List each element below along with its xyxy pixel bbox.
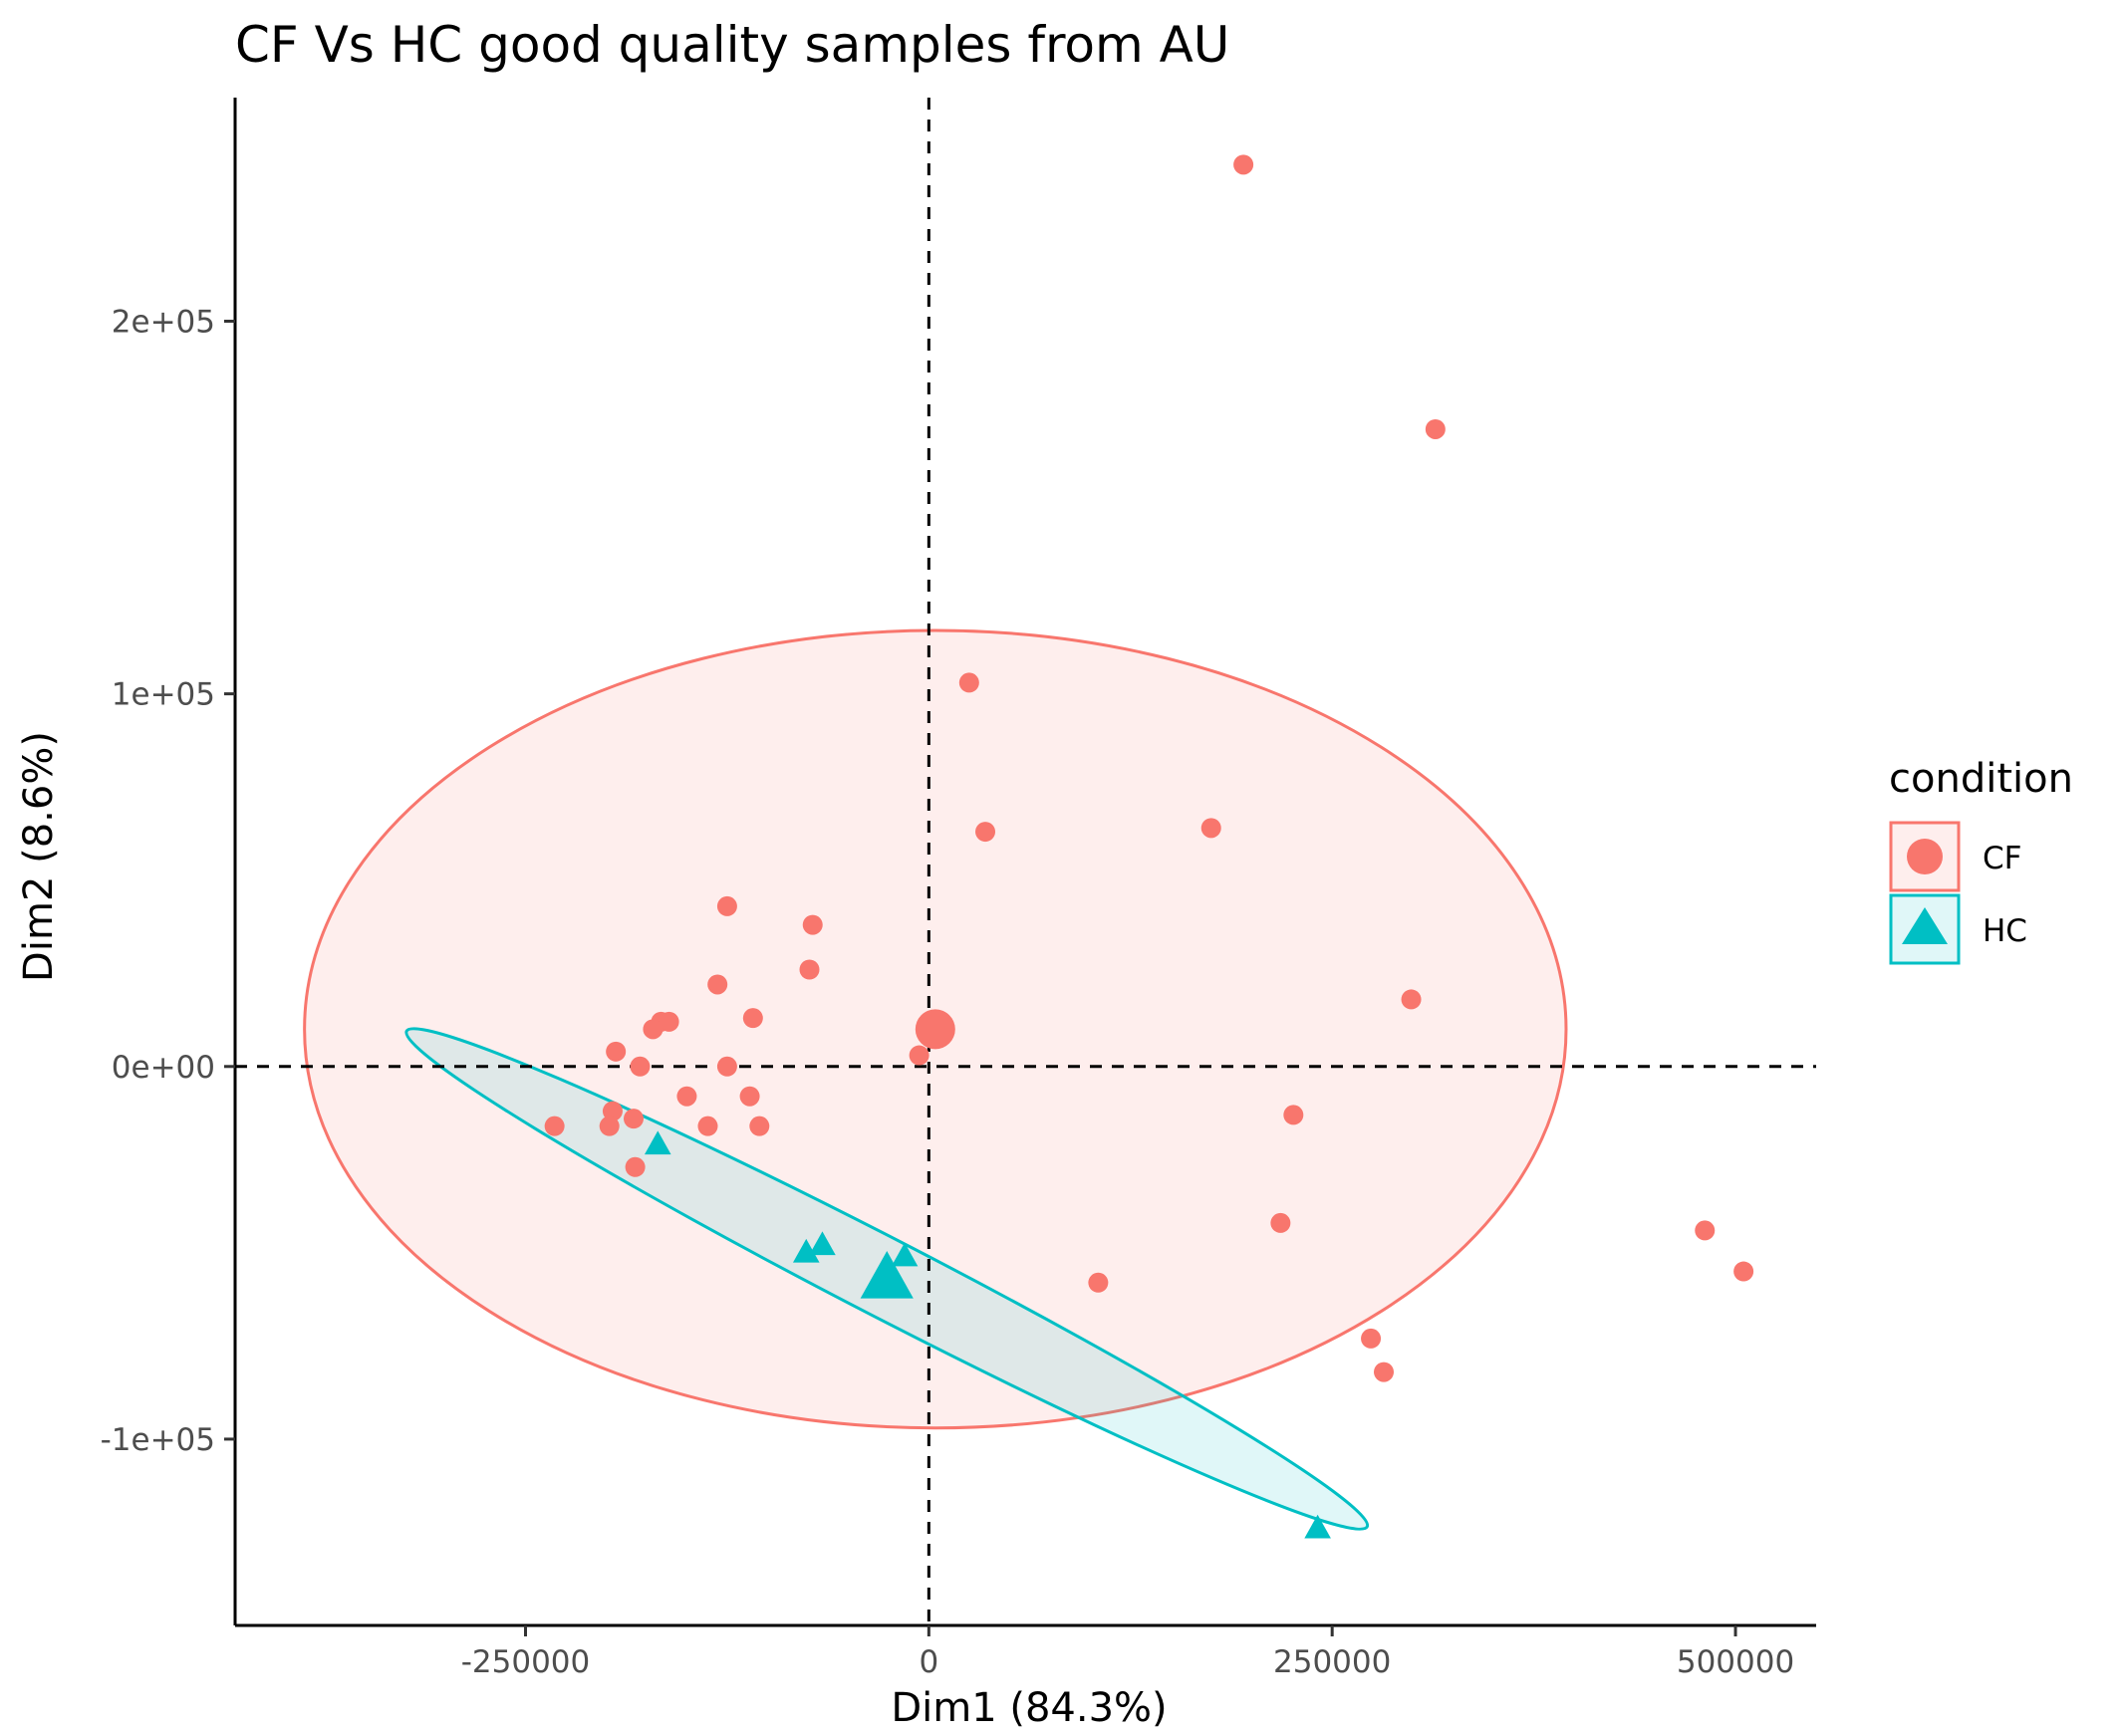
point-cf [716,895,737,916]
point-cf [1425,418,1446,439]
data-points [544,154,1754,1539]
point-cf [799,959,820,980]
point-cf [1270,1212,1291,1233]
x-tick-label: 0 [919,1644,938,1680]
legend-label-hc: HC [1983,913,2027,949]
y-tick-label: 0e+00 [112,1050,215,1086]
point-cf [958,672,979,693]
y-tick-label: 1e+05 [112,677,215,713]
point-cf [802,914,823,935]
point-cf [676,1086,697,1107]
point-hc [809,1231,836,1256]
point-hc [644,1130,671,1155]
point-cf [544,1116,565,1136]
x-axis-ticks: -250000 0 250000 500000 [461,1625,1794,1680]
y-axis-ticks: -1e+05 0e+00 1e+05 2e+05 [101,304,235,1458]
point-cf [1401,989,1422,1010]
y-tick-label: 2e+05 [112,304,215,340]
point-cf [602,1101,623,1121]
point-cf [1733,1261,1754,1282]
legend: condition CF HC [1889,756,2073,965]
point-cf [1361,1328,1382,1349]
legend-title: condition [1889,756,2073,802]
x-tick-label: -250000 [461,1644,591,1680]
point-cf [739,1086,760,1107]
point-cf [1233,154,1254,175]
point-cf [742,1008,763,1029]
legend-label-cf: CF [1983,841,2021,876]
legend-marker-cf [1907,839,1943,874]
reference-lines [235,98,1816,1625]
point-cf [1695,1220,1716,1241]
point-cf [707,974,728,995]
point-cf [1200,818,1221,839]
point-cf [975,822,996,843]
point-cf [625,1156,646,1177]
point-cf [1088,1272,1109,1293]
y-axis-label: Dim2 (8.6%) [16,731,62,982]
point-cf [606,1041,627,1062]
point-cf [697,1116,718,1136]
point-cf [909,1045,929,1066]
x-tick-label: 500000 [1677,1644,1794,1680]
legend-marker-hc [1902,907,1948,944]
point-cf [716,1056,737,1077]
point-hc [891,1242,919,1267]
point-cf [623,1109,644,1129]
point-cf [1374,1362,1395,1382]
chart-title: CF Vs HC good quality samples from AU [235,16,1229,74]
point-cf [659,1011,679,1032]
x-axis-label: Dim1 (84.3%) [891,1685,1167,1731]
x-tick-label: 250000 [1273,1644,1391,1680]
point-cf [1283,1105,1304,1125]
axes: -250000 0 250000 500000 -1e+05 0e+00 1e+05 2e+… [101,98,1816,1680]
point-cf [643,1019,663,1040]
y-tick-label: -1e+05 [101,1422,215,1458]
centroid-hc [860,1251,914,1299]
point-hc [792,1238,820,1263]
point-cf [630,1056,651,1077]
centroid-cf [915,1009,955,1050]
confidence-ellipses [303,628,1568,1531]
point-cf [749,1116,770,1136]
point-cf [599,1116,620,1136]
point-hc [1304,1514,1331,1539]
